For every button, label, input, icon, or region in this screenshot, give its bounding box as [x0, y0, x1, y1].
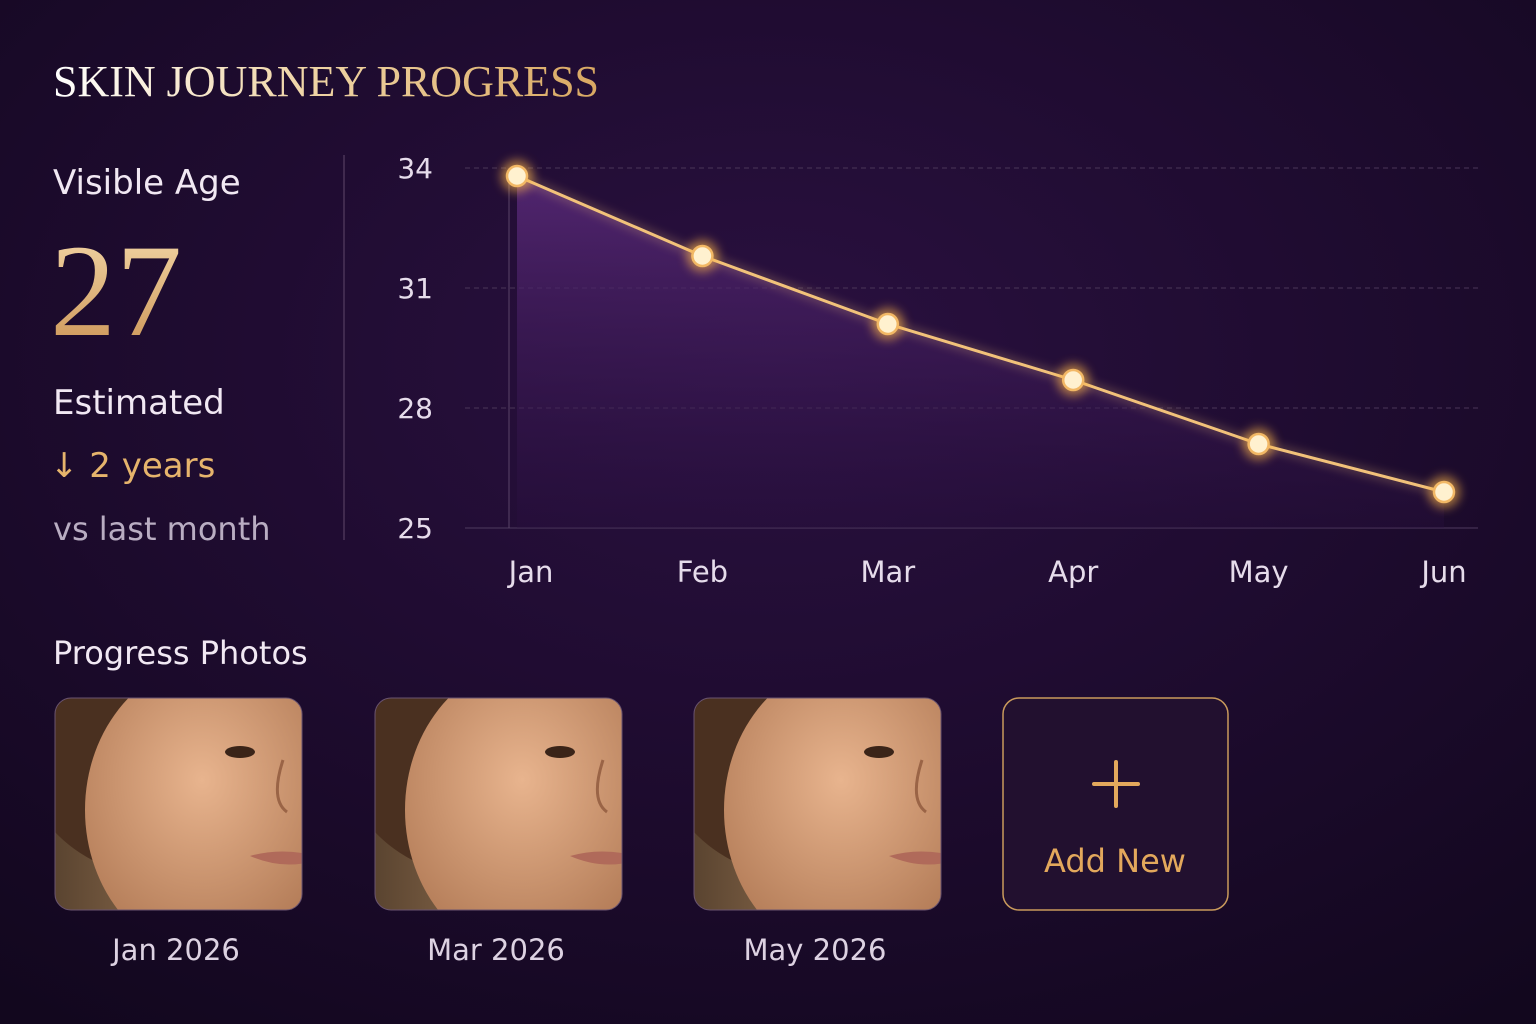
point — [691, 244, 714, 268]
metric-change: ↓ 2 years — [50, 446, 215, 486]
photo-image — [694, 698, 941, 910]
photo-frame — [693, 697, 942, 911]
point — [1061, 368, 1085, 392]
photo-card[interactable]: Mar 2026 — [345, 640, 665, 967]
metric-note: Estimated — [53, 383, 225, 423]
photo-frame — [374, 697, 623, 911]
lips — [250, 851, 302, 865]
section-title: Progress Photos — [53, 634, 308, 672]
nose — [275, 759, 288, 814]
photo-card[interactable]: May 2026 — [664, 640, 984, 967]
face — [724, 698, 941, 910]
photo-label: Jan 2026 — [110, 933, 240, 967]
photo-image — [55, 698, 302, 910]
y-tick-label: 25 — [397, 512, 433, 545]
y-tick-label: 31 — [397, 272, 433, 305]
photo-frame — [54, 697, 303, 911]
point — [876, 312, 900, 336]
add-button[interactable]: Add New — [1002, 697, 1229, 911]
y-tick-label: 28 — [397, 392, 433, 425]
eye — [225, 746, 255, 758]
point — [1247, 432, 1270, 456]
photo-label: Mar 2026 — [427, 933, 565, 967]
photo-card[interactable]: Jan 2026 — [25, 640, 345, 967]
point — [505, 164, 529, 188]
x-tick-label: Jan — [507, 555, 554, 589]
x-tick-label: May — [1229, 555, 1289, 589]
photo-image — [375, 698, 622, 910]
plus-icon — [1092, 760, 1140, 808]
face — [405, 698, 622, 910]
photo-list: Jan 2026 Mar 2026 May 2026 — [25, 640, 984, 967]
line — [516, 174, 1445, 494]
y-tick-label: 34 — [397, 152, 433, 185]
metric-label: Visible Age — [53, 163, 241, 203]
x-tick-label: Jun — [1419, 555, 1466, 589]
face — [85, 698, 302, 910]
add-button-label[interactable]: Add New — [1044, 842, 1186, 880]
area-fill — [517, 176, 1444, 528]
nose — [595, 759, 608, 814]
point — [1432, 480, 1456, 504]
x-tick-label: Mar — [860, 555, 915, 589]
eye — [864, 746, 894, 758]
x-tick-label: Apr — [1048, 555, 1098, 589]
lips — [570, 851, 622, 865]
x-tick-label: Feb — [677, 555, 728, 589]
lips — [889, 851, 941, 865]
eye — [545, 746, 575, 758]
photo-label: May 2026 — [744, 933, 887, 967]
nose — [914, 759, 927, 814]
line-chart: 25 28 31 34 Jan Feb Mar Apr May Jun — [397, 152, 1478, 589]
page-title: SKIN JOURNEY PROGRESS — [53, 57, 599, 106]
metric-value: 27 — [50, 217, 182, 364]
metric-comparison: vs last month — [53, 510, 271, 548]
